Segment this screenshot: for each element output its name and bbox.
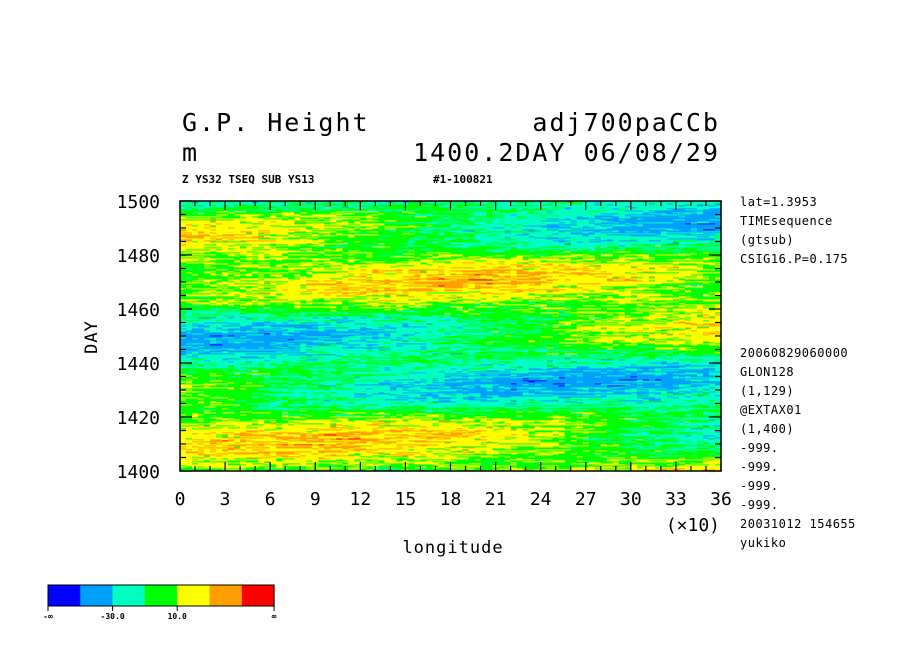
chart-title: G.P. Height — [182, 108, 370, 137]
sub-label-left: Z YS32 TSEQ SUB YS13 — [182, 173, 314, 186]
time-label: 1400.2DAY 06/08/29 — [413, 138, 720, 167]
sub-label-right: #1-100821 — [433, 173, 493, 186]
unit-label: m — [182, 138, 199, 167]
heatmap-field — [180, 201, 721, 471]
experiment-label: adj700paCCb — [532, 108, 720, 137]
